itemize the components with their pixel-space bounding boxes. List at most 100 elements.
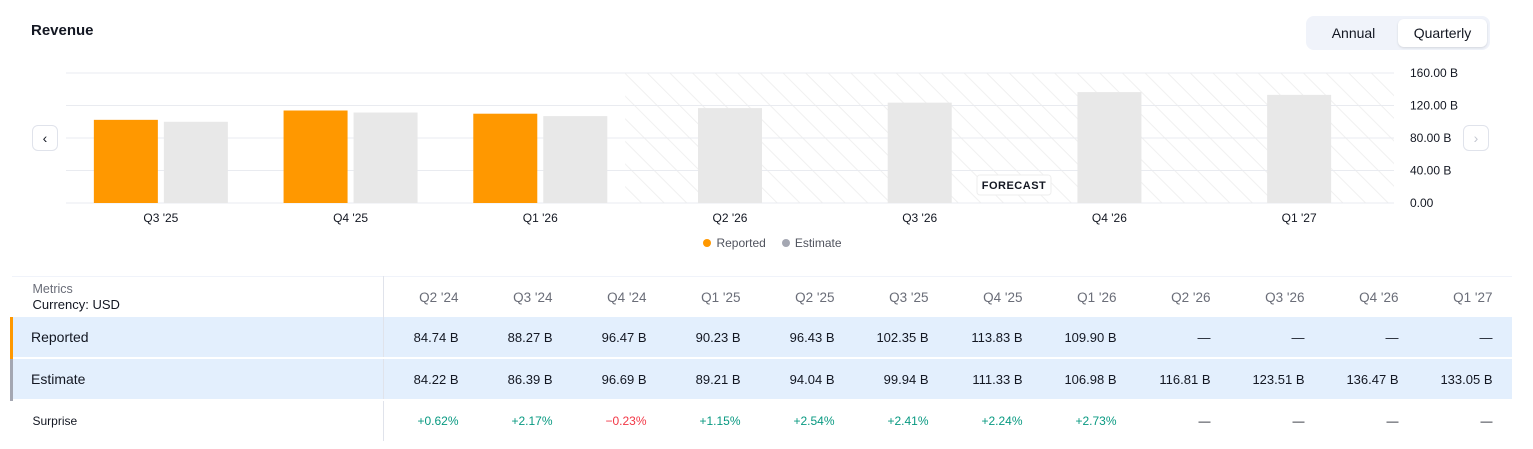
table-cell: −0.23% (605, 414, 647, 428)
table-cell: 89.21 B (665, 358, 760, 401)
revenue-bar-chart: 160.00 B 120.00 B 80.00 B 40.00 B 0.00 Q3 '25… (66, 66, 1458, 225)
table-cell: — (1229, 317, 1324, 359)
column-header: Q2 '24 (419, 289, 459, 305)
table-cell: 96.47 B (571, 317, 666, 359)
column-header: Q2 '26 (1171, 289, 1211, 305)
x-tick-label: Q4 '26 (1092, 211, 1127, 225)
x-tick-label: Q4 '25 (333, 211, 368, 225)
currency-label: Currency: USD (32, 297, 120, 312)
table-cell: 90.23 B (665, 317, 760, 359)
prev-period-button[interactable]: ‹ (32, 125, 58, 151)
y-tick-label: 80.00 B (1410, 131, 1451, 145)
bar-estimate (163, 121, 228, 203)
bar-estimate (353, 112, 418, 203)
y-tick-label: 160.00 B (1410, 66, 1458, 80)
table-cell: — (1386, 414, 1399, 428)
bar-reported (473, 113, 538, 203)
metrics-header: Metrics Currency: USD (11, 276, 384, 317)
table-row-estimate: Estimate 84.22 B 86.39 B 96.69 B 89.21 B 94.0… (10, 358, 1512, 401)
bar-estimate (698, 108, 762, 203)
bar-estimate (543, 116, 608, 203)
table-cell: 88.27 B (477, 317, 572, 359)
column-header: Q4 '26 (1359, 289, 1399, 305)
table-cell: 99.94 B (853, 358, 948, 401)
column-header: Q4 '24 (607, 289, 647, 305)
table-cell: — (1198, 414, 1211, 428)
column-header: Q3 '24 (513, 289, 553, 305)
page-title: Revenue (31, 22, 94, 39)
chevron-right-icon: › (1473, 130, 1479, 146)
table-cell: 136.47 B (1323, 358, 1418, 401)
x-tick-label: Q3 '26 (902, 211, 937, 225)
table-cell: 116.81 B (1135, 358, 1230, 401)
table-cell: 133.05 B (1417, 358, 1512, 401)
table-cell: +1.15% (699, 414, 741, 428)
column-header: Q3 '25 (889, 289, 929, 305)
x-tick-label: Q2 '26 (713, 211, 748, 225)
table-cell: 86.39 B (477, 358, 572, 401)
row-label: Estimate (10, 358, 384, 401)
reported-dot-icon (703, 239, 712, 247)
bar-estimate (1267, 94, 1332, 203)
table-row-reported: Reported 84.74 B 88.27 B 96.47 B 90.23 B 96.4… (10, 317, 1512, 359)
table-row-surprise: Surprise +0.62% +2.17% −0.23% +1.15% +2.54% +2… (11, 400, 1512, 441)
x-tick-label: Q3 '25 (143, 211, 178, 225)
column-header: Q3 '26 (1265, 289, 1305, 305)
table-cell: — (1323, 317, 1418, 359)
annual-toggle-button[interactable]: Annual (1331, 25, 1376, 41)
table-cell: 102.35 B (853, 317, 948, 359)
table-cell: — (1135, 317, 1230, 359)
table-cell: 106.98 B (1041, 358, 1136, 401)
table-cell: 113.83 B (947, 317, 1042, 359)
column-header: Q1 '25 (701, 289, 741, 305)
table-header-row: Metrics Currency: USD Q2 '24 Q3 '24 Q4 '24… (11, 276, 1512, 317)
column-header: Q1 '27 (1453, 289, 1493, 305)
x-tick-label: Q1 '27 (1282, 211, 1317, 225)
table-cell: 96.43 B (759, 317, 854, 359)
forecast-badge (976, 174, 1052, 196)
bar-reported (93, 119, 158, 203)
y-tick-label: 120.00 B (1410, 99, 1458, 113)
estimate-dot-icon (781, 239, 790, 247)
column-header: Q4 '25 (983, 289, 1023, 305)
metrics-table: Metrics Currency: USD Q2 '24 Q3 '24 Q4 '24… (10, 276, 1512, 441)
y-tick-label: 40.00 B (1410, 164, 1451, 178)
chevron-left-icon: ‹ (42, 130, 48, 146)
table-cell: 84.74 B (383, 317, 478, 359)
legend-label-reported: Reported (716, 236, 766, 250)
bar-reported (283, 110, 348, 203)
table-cell: 111.33 B (947, 358, 1042, 401)
metrics-label: Metrics (32, 282, 73, 296)
period-toggle: Annual Quarterly (1306, 16, 1490, 50)
table-cell: 94.04 B (759, 358, 854, 401)
table-cell: +2.17% (511, 414, 553, 428)
y-tick-label: 0.00 (1410, 196, 1434, 210)
table-cell: 96.69 B (571, 358, 666, 401)
legend-item-reported: Reported (703, 236, 766, 250)
metrics-table-container: Metrics Currency: USD Q2 '24 Q3 '24 Q4 '24… (10, 276, 1512, 441)
row-label: Surprise (11, 400, 384, 441)
quarterly-toggle-button[interactable]: Quarterly (1398, 19, 1487, 47)
legend-item-estimate: Estimate (781, 236, 842, 250)
x-tick-label: Q1 '26 (523, 211, 558, 225)
bar-estimate (1077, 92, 1142, 203)
table-cell: +2.41% (887, 414, 929, 428)
next-period-button[interactable]: › (1463, 125, 1489, 151)
bar-estimate (887, 102, 952, 203)
legend-label-estimate: Estimate (794, 236, 842, 250)
table-cell: — (1292, 414, 1305, 428)
table-cell: — (1417, 317, 1512, 359)
forecast-label: FORECAST (982, 180, 1047, 192)
table-cell: — (1480, 414, 1493, 428)
column-header: Q1 '26 (1077, 289, 1117, 305)
table-cell: 123.51 B (1229, 358, 1324, 401)
row-label: Reported (10, 317, 384, 359)
table-cell: +2.24% (981, 414, 1023, 428)
table-cell: +0.62% (417, 414, 459, 428)
chart-legend: Reported Estimate (0, 236, 1533, 250)
table-cell: 84.22 B (383, 358, 478, 401)
column-header: Q2 '25 (795, 289, 835, 305)
table-cell: +2.54% (793, 414, 835, 428)
table-cell: +2.73% (1075, 414, 1117, 428)
table-cell: 109.90 B (1041, 317, 1136, 359)
